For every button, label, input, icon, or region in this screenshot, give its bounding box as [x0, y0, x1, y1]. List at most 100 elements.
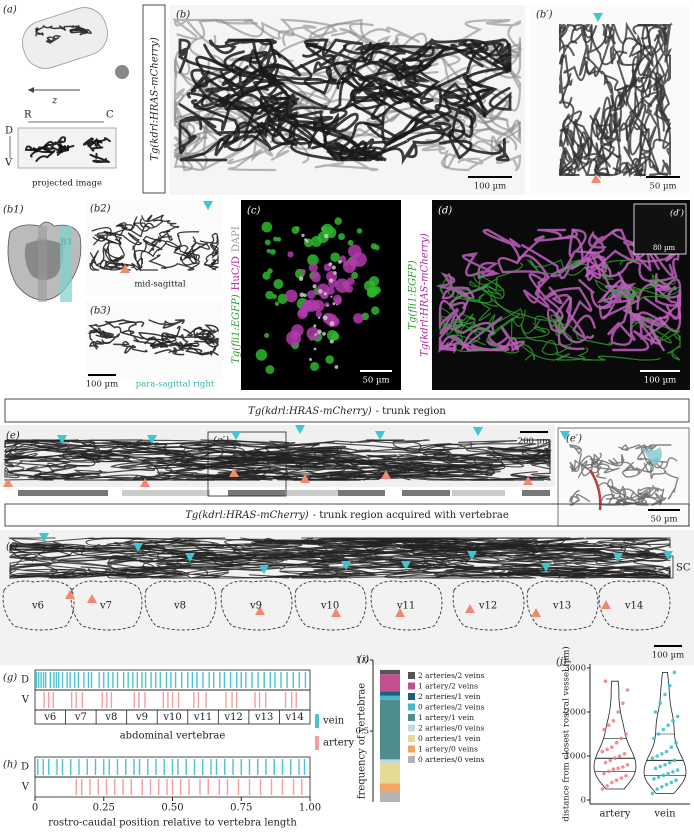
vessel-texture [228, 89, 327, 172]
bar-segment [380, 691, 400, 696]
point [669, 745, 674, 749]
panel-label: (j) [556, 657, 567, 668]
row-label: V [21, 695, 30, 706]
legend-swatch [315, 736, 319, 750]
vessel-texture [202, 335, 220, 348]
legend-swatch [408, 703, 415, 711]
vessel-texture [190, 68, 256, 108]
vertebra-label: v7 [99, 601, 112, 612]
x-tick-label: 1.00 [299, 803, 321, 814]
arrowhead [591, 174, 601, 183]
vessel-texture [44, 467, 257, 480]
cell-texture [346, 277, 355, 286]
vessel-texture [154, 347, 185, 356]
vessel-texture [187, 343, 219, 357]
vessel-texture [277, 22, 439, 77]
point [610, 780, 614, 785]
point [622, 752, 627, 756]
point [624, 732, 628, 736]
vessel-texture [594, 143, 628, 177]
side-label: Tg(kdrl:HRAS-mCherry) [150, 37, 161, 161]
vertebra-outline [526, 580, 599, 631]
point [605, 747, 609, 752]
vessel-texture [559, 53, 573, 109]
point [621, 701, 625, 705]
arrowhead [467, 551, 477, 560]
vessel-texture [587, 23, 616, 54]
vessel-texture [106, 537, 420, 548]
arrowhead [255, 606, 265, 615]
y-tick-label: 3000 [564, 664, 586, 674]
vessel-texture [148, 252, 200, 271]
cell-texture [343, 260, 349, 267]
vessel-texture [604, 286, 681, 313]
cell-texture [356, 228, 363, 234]
cell-texture [304, 238, 307, 242]
point [660, 785, 664, 789]
point [606, 769, 611, 774]
vessel-texture [596, 84, 627, 162]
point [671, 770, 675, 774]
vessel-texture [607, 271, 636, 346]
vessel-texture [356, 543, 591, 556]
cylinder [22, 7, 108, 69]
vessel-texture [550, 248, 612, 280]
vessel-texture [140, 235, 167, 264]
arrowhead [395, 608, 405, 617]
vessel-texture [197, 455, 331, 468]
cell-texture [323, 292, 327, 296]
vessel-texture [9, 561, 59, 574]
cell-texture [255, 349, 268, 361]
vessel-texture [520, 314, 573, 346]
vessel-texture [88, 340, 111, 350]
vessel-texture [625, 99, 647, 156]
vessel-texture [654, 273, 682, 320]
vessel-texture [590, 452, 620, 479]
y-tick-label: 0 [581, 796, 586, 806]
compass-label: V [4, 158, 13, 169]
scale-label: 100 µm [652, 651, 685, 661]
vertebra-label: v8 [173, 601, 186, 612]
vessel-texture [439, 277, 492, 321]
point [621, 765, 625, 769]
category-label: v13 [254, 712, 273, 723]
point [600, 787, 605, 791]
panel-label: (i) [358, 655, 369, 666]
vessel-texture [200, 439, 466, 455]
arrow-head [28, 87, 34, 93]
vessel-texture [6, 445, 188, 459]
vessel-highlight [640, 445, 662, 467]
category-label: v6 [43, 712, 56, 723]
section-title: Tg(kdrl:HRAS-mCherry) - trunk region acqu… [185, 510, 509, 521]
point [611, 767, 616, 771]
cell-texture [330, 295, 333, 298]
x-tick-label: 0 [32, 803, 38, 814]
vertebra-label: v10 [320, 601, 339, 612]
cell-texture [273, 279, 284, 289]
cell-texture [285, 289, 298, 303]
category-label: v12 [223, 712, 242, 723]
title-part: - trunk region [376, 406, 447, 417]
vessel-texture [79, 556, 192, 577]
title-part: - trunk region acquired with vertebrae [313, 510, 509, 521]
vessel-texture [559, 23, 575, 57]
arrowhead [473, 427, 483, 436]
bar-segment [380, 792, 400, 802]
vessel-texture [666, 335, 681, 361]
category-label: v11 [193, 712, 212, 723]
cell-texture [322, 332, 326, 336]
cell-texture [345, 284, 354, 293]
title-part: Tg(kdrl:HRAS-mCherry) [185, 510, 309, 521]
cell-texture [317, 316, 321, 320]
vessel-texture [327, 464, 501, 478]
point [675, 768, 680, 772]
arrowhead [120, 264, 130, 273]
vessel-texture [646, 485, 665, 504]
point [603, 760, 608, 765]
legend-label: vein [322, 716, 345, 727]
caption: mid-sagittal [134, 280, 186, 290]
cell-texture [299, 292, 305, 298]
vessel-texture [93, 235, 125, 262]
arrowhead [541, 563, 551, 572]
